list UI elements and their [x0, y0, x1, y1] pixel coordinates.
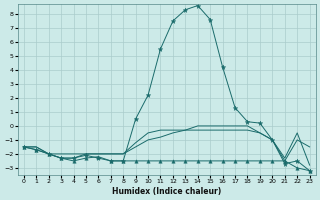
X-axis label: Humidex (Indice chaleur): Humidex (Indice chaleur) — [112, 187, 221, 196]
